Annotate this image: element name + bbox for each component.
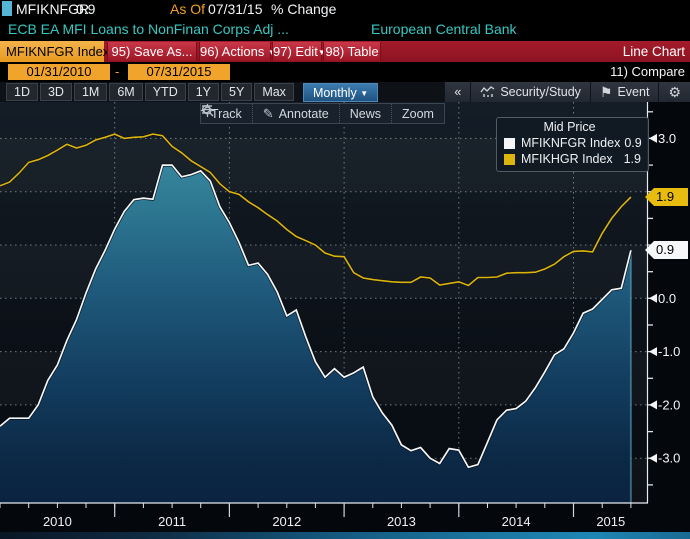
security-study-label: Security/Study — [500, 85, 581, 99]
start-date-field[interactable]: 01/31/2010 — [8, 64, 110, 80]
event-button[interactable]: ⚑ Event — [589, 82, 659, 102]
zoom-button[interactable]: Zoom — [201, 104, 444, 123]
last-price-badge-mfiknfgr: 0.9 — [645, 241, 688, 259]
ticker-symbol: MFIKNFGR — [16, 1, 90, 17]
legend-item-mfiknfgr[interactable]: MFIKNFGR Index 0.9 — [504, 136, 642, 150]
period-1y-button[interactable]: 1Y — [187, 83, 220, 101]
period-max-button[interactable]: Max — [254, 83, 294, 101]
settings-button[interactable]: ⚙ — [658, 82, 690, 102]
security-study-button[interactable]: Security/Study — [470, 82, 590, 102]
period-ytd-button[interactable]: YTD — [144, 83, 186, 101]
news-button[interactable]: News — [202, 104, 391, 123]
actions-label: 96) Actions — [200, 44, 265, 59]
period-3d-button[interactable]: 3D — [39, 83, 72, 101]
bottom-panel-strip — [0, 532, 690, 539]
legend-swatch-yellow — [504, 153, 515, 165]
line-mfiknfgr — [0, 164, 632, 469]
svg-text:0.0: 0.0 — [658, 291, 676, 306]
period-6m-button[interactable]: 6M — [109, 83, 143, 101]
zoom-label: Zoom — [402, 106, 434, 121]
svg-text:3.0: 3.0 — [658, 131, 676, 146]
svg-text:-3.0: -3.0 — [658, 451, 680, 466]
flag-icon: ⚑ — [599, 84, 613, 100]
change-mode-label: % Change — [271, 1, 337, 17]
svg-text:2012: 2012 — [272, 514, 301, 529]
period-bar: 1D 3D 1M 6M YTD 1Y 5Y Max Monthly ▼ « Se… — [0, 82, 690, 102]
line-mfikhgr — [0, 133, 632, 287]
gear-icon: ⚙ — [668, 84, 681, 100]
as-of-date: 07/31/15 — [208, 1, 263, 17]
chart-legend: Mid Price MFIKNFGR Index 0.9 MFIKHGR Ind… — [496, 117, 649, 172]
event-label: Event — [617, 85, 650, 99]
chart-study-icon — [480, 86, 495, 97]
pencil-icon: ✎ — [262, 105, 274, 121]
chart-panel[interactable]: 3.0 0.0 -1.0 -2.0 -3.0 2010 2011 2012 2013 2014 2… — [0, 102, 690, 539]
chevron-down-icon: ▼ — [268, 48, 276, 57]
period-1m-button[interactable]: 1M — [73, 83, 108, 101]
annotate-label: Annotate — [278, 106, 329, 121]
period-1d-button[interactable]: 1D — [6, 83, 38, 101]
actions-menu-button[interactable]: 96) Actions ▼ — [199, 42, 276, 61]
frequency-value: Monthly — [312, 85, 357, 100]
svg-text:2014: 2014 — [502, 514, 531, 529]
chevron-down-icon: ▼ — [317, 48, 326, 57]
end-date-field[interactable]: 07/31/2015 — [128, 64, 230, 80]
function-toolbar: MFIKNFGR Index 95) Save As... 96) Action… — [0, 41, 690, 62]
save-as-button[interactable]: 95) Save As... — [107, 42, 197, 61]
chart-type-label: Line Chart — [622, 44, 685, 59]
magnifier-icon — [201, 104, 214, 117]
track-label: Track — [211, 106, 242, 121]
security-description-bar: ECB EA MFI Loans to NonFinan Corps Adj .… — [0, 21, 690, 41]
index-tab[interactable]: MFIKNFGR Index — [0, 41, 109, 62]
area-fill-mfiknfgr — [0, 165, 631, 503]
annotate-button[interactable]: ✎ Annotate — [251, 104, 339, 123]
legend-label: MFIKNFGR Index — [521, 136, 621, 150]
compare-button[interactable]: 11) Compare — [610, 64, 685, 79]
table-button[interactable]: 98) Table — [323, 42, 381, 61]
security-source: European Central Bank — [371, 21, 517, 37]
y-axis-labels: 3.0 0.0 -1.0 -2.0 -3.0 — [649, 131, 680, 466]
chart-toolbar: Track ✎ Annotate News Zoom — [200, 103, 445, 124]
svg-text:2010: 2010 — [43, 514, 72, 529]
svg-text:2011: 2011 — [158, 514, 186, 529]
legend-value: 0.9 — [624, 136, 642, 150]
as-of-label: As Of — [170, 1, 206, 17]
legend-swatch-white — [504, 137, 515, 149]
collapse-panel-button[interactable]: « — [444, 82, 471, 102]
period-5y-button[interactable]: 5Y — [221, 83, 253, 101]
legend-title: Mid Price — [543, 120, 596, 134]
legend-label: MFIKHGR Index — [521, 152, 613, 166]
frequency-dropdown[interactable]: Monthly ▼ — [302, 82, 379, 102]
chevron-down-icon: ▼ — [360, 88, 369, 98]
svg-text:-2.0: -2.0 — [658, 397, 680, 412]
edit-label: 97) Edit — [273, 44, 318, 59]
svg-text:2013: 2013 — [387, 514, 416, 529]
last-price-badge-mfikhgr: 1.9 — [645, 188, 688, 206]
date-range-separator: - — [115, 64, 120, 79]
svg-text:-1.0: -1.0 — [658, 344, 680, 359]
date-range-bar: 01/31/2010 - 07/31/2015 11) Compare — [0, 62, 690, 82]
news-label: News — [349, 106, 382, 121]
legend-item-mfikhgr[interactable]: MFIKHGR Index 1.9 — [504, 152, 641, 166]
x-axis-labels: 2010 2011 2012 2013 2014 2015 — [43, 514, 625, 529]
cursor-block-icon — [2, 1, 12, 16]
ticker-value: 0.9 — [76, 1, 96, 17]
legend-value: 1.9 — [623, 152, 641, 166]
svg-text:2015: 2015 — [596, 514, 625, 529]
security-description: ECB EA MFI Loans to NonFinan Corps Adj .… — [8, 21, 289, 37]
edit-menu-button[interactable]: 97) Edit▼ — [272, 42, 326, 61]
top-ticker-bar: MFIKNFGR 0.9 As Of 07/31/15 % Change — [0, 0, 690, 21]
